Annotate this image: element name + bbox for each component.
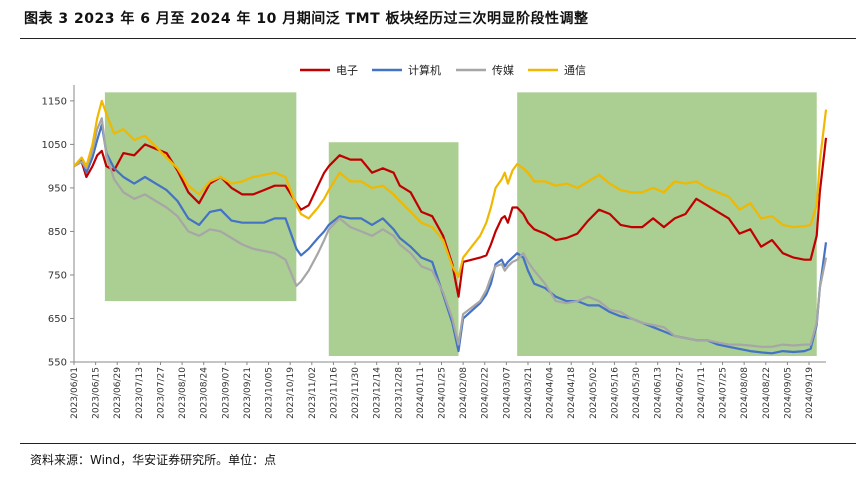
x-tick-label: 2023/11/30 — [351, 367, 361, 419]
x-tick-label: 2023/06/01 — [70, 367, 80, 419]
x-tick-label: 2023/08/10 — [178, 367, 188, 419]
x-tick-label: 2024/05/16 — [610, 367, 620, 419]
x-tick-label: 2023/12/14 — [373, 367, 383, 419]
x-tick-label: 2024/06/13 — [654, 367, 664, 419]
x-tick-label: 2024/05/02 — [589, 367, 599, 419]
y-tick-label: 950 — [48, 183, 67, 194]
figure-title: 图表 3 2023 年 6 月至 2024 年 10 月期间泛 TMT 板块经历… — [24, 11, 589, 27]
x-tick-label: 2023/11/02 — [308, 367, 318, 419]
x-tick-label: 2024/07/25 — [719, 367, 729, 419]
y-tick-label: 1150 — [42, 96, 67, 107]
shaded-period-2 — [328, 142, 459, 356]
series-line-1 — [73, 137, 828, 298]
legend-label-2: 计算机 — [408, 63, 441, 77]
footer-rule — [20, 443, 856, 444]
y-tick-label: 550 — [48, 358, 67, 369]
x-tick-label: 2024/05/30 — [632, 367, 642, 419]
series-line-3 — [73, 117, 828, 348]
legend-label-4: 通信 — [564, 64, 586, 77]
x-tick-label: 2024/09/05 — [783, 367, 793, 419]
y-tick-label: 850 — [48, 227, 67, 238]
x-tick-label: 2024/06/27 — [675, 367, 685, 419]
x-tick-label: 2024/03/07 — [502, 367, 512, 419]
x-tick-label: 2023/10/19 — [286, 367, 296, 419]
x-tick-label: 2024/03/21 — [524, 367, 534, 419]
x-tick-label: 2023/12/28 — [394, 367, 404, 419]
x-tick-label: 2023/08/24 — [200, 367, 210, 419]
x-tick-label: 2024/04/18 — [567, 367, 577, 419]
x-tick-label: 2024/04/04 — [546, 367, 556, 419]
x-tick-label: 2024/08/22 — [762, 367, 772, 419]
y-tick-label: 650 — [48, 314, 67, 325]
x-tick-label: 2023/07/13 — [135, 367, 145, 419]
y-tick-label: 1050 — [42, 140, 67, 151]
x-tick-label: 2024/02/22 — [481, 367, 491, 419]
x-tick-label: 2023/06/29 — [113, 367, 123, 419]
x-tick-label: 2023/06/15 — [92, 367, 102, 419]
y-tick-label: 750 — [48, 270, 67, 281]
source-note: 资料来源：Wind，华安证券研究所。单位：点 — [30, 453, 277, 467]
x-tick-label: 2024/07/11 — [697, 367, 707, 419]
series-line-4 — [73, 99, 828, 279]
x-tick-label: 2023/09/21 — [243, 367, 253, 419]
shaded-period-1 — [104, 92, 297, 302]
legend-label-3: 传媒 — [492, 64, 514, 77]
x-tick-label: 2023/11/16 — [329, 367, 339, 419]
x-tick-label: 2024/01/25 — [438, 367, 448, 419]
legend-label-1: 电子 — [336, 64, 358, 77]
x-tick-label: 2024/09/19 — [805, 367, 815, 419]
x-tick-label: 2023/10/05 — [265, 367, 275, 419]
x-tick-label: 2023/09/07 — [221, 367, 231, 419]
x-tick-label: 2024/01/11 — [416, 367, 426, 419]
x-tick-label: 2024/02/08 — [459, 367, 469, 419]
title-rule — [20, 38, 856, 39]
x-tick-label: 2024/08/08 — [740, 367, 750, 419]
x-tick-label: 2023/07/27 — [156, 367, 166, 419]
